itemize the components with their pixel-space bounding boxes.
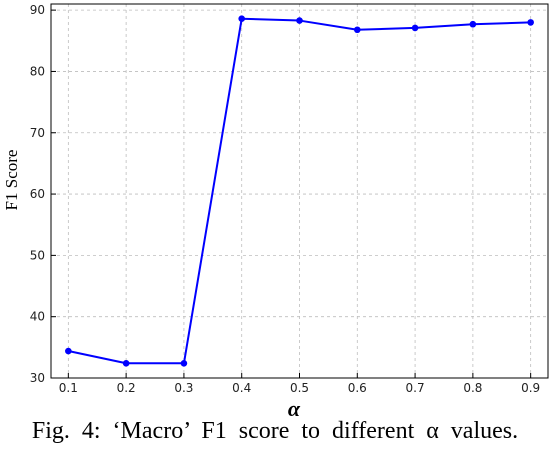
grid <box>51 4 548 379</box>
data-point <box>122 359 130 367</box>
data-point <box>411 24 419 32</box>
x-axis-label: α <box>288 396 301 420</box>
data-point <box>296 17 303 24</box>
y-tick-label: 60 <box>30 187 45 201</box>
data-point <box>353 26 361 34</box>
x-tick-label: 0.2 <box>117 381 136 395</box>
x-tick-label: 0.5 <box>290 381 309 395</box>
line-chart: 0.1 0.2 0.3 0.4 0.5 0.6 0.7 0.8 0.9 30 40 50 60 70 80… <box>2 3 549 420</box>
series-layer <box>65 15 534 367</box>
x-tick-label: 0.8 <box>463 381 482 395</box>
x-tick-label: 0.4 <box>232 381 251 395</box>
data-point <box>238 15 246 23</box>
y-tick-label: 40 <box>30 310 45 324</box>
figure-caption: Fig. 4: ‘Macro’ F1 score to different α … <box>31 418 519 444</box>
y-tick-label: 90 <box>30 3 45 17</box>
data-point <box>469 20 477 28</box>
x-tick-label: 0.3 <box>174 381 193 395</box>
x-axis-ticks: 0.1 0.2 0.3 0.4 0.5 0.6 0.7 0.8 0.9 <box>59 373 540 395</box>
y-tick-label: 30 <box>30 371 45 385</box>
x-tick-label: 0.9 <box>521 381 540 395</box>
y-tick-label: 50 <box>30 248 45 262</box>
x-tick-label: 0.7 <box>406 381 425 395</box>
y-tick-label: 80 <box>30 64 45 78</box>
data-point <box>65 347 72 355</box>
y-tick-label: 70 <box>30 126 45 140</box>
y-axis-ticks: 30 40 50 60 70 80 90 <box>30 3 56 385</box>
x-tick-label: 0.6 <box>348 381 367 395</box>
x-tick-label: 0.1 <box>59 381 78 395</box>
y-axis-label: F1 Score <box>2 150 21 211</box>
data-point <box>180 359 188 367</box>
data-point <box>527 19 534 26</box>
